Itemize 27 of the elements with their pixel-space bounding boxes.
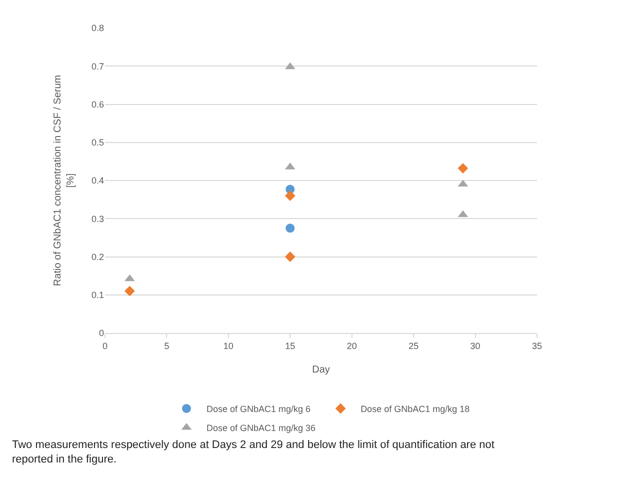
- y-axis-title: Ratio of GNbAC1 concentration in CSF / Serum [%]: [52, 74, 76, 286]
- y-tick-label: 0.3: [91, 214, 104, 224]
- point: [284, 190, 296, 201]
- x-tick-label: 5: [164, 340, 170, 351]
- y-tick-label: 0.1: [91, 290, 104, 300]
- point: [458, 163, 468, 174]
- x-tick-label: 30: [470, 340, 480, 351]
- y-tick-label: 0.2: [91, 252, 104, 262]
- x-axis-title: Day: [312, 364, 330, 376]
- point: [286, 224, 295, 233]
- point: [124, 286, 135, 296]
- y-tick-label: 0: [98, 328, 104, 338]
- x-tick-label: 35: [532, 340, 542, 351]
- y-tick-label: 0.7: [91, 61, 104, 72]
- x-tick-label: 15: [285, 340, 296, 351]
- point: [284, 252, 296, 262]
- text: Two measurements respectively done at Days 2 and 29 and below the limit of quantification are not reported in the figure.: [12, 439, 494, 466]
- x-tick-label: 10: [223, 340, 234, 351]
- x-tick-label: 25: [408, 340, 419, 351]
- legend-label: Dose of GNbAC1 mg/kg 36: [206, 423, 316, 434]
- y-tick-label: 0.6: [91, 99, 104, 110]
- x-tick-label: 20: [346, 340, 357, 351]
- legend-label: Dose of GNbAC1 mg/kg 18: [360, 404, 470, 414]
- y-tick-label: 0.4: [91, 176, 104, 186]
- y-tick-label: 0.8: [91, 23, 104, 34]
- legend-label: Dose of GNbAC1 mg/kg 6: [206, 404, 311, 414]
- y-tick-label: 0.5: [91, 138, 104, 148]
